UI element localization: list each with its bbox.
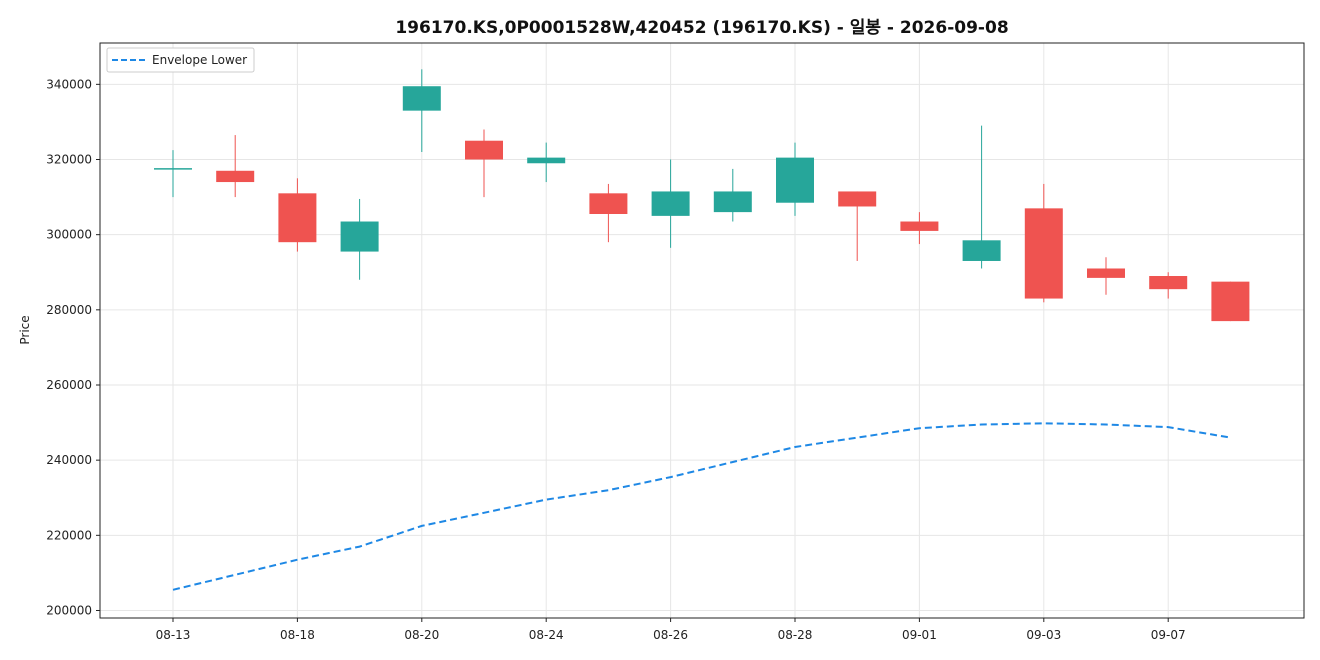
x-tick-label: 09-01	[902, 628, 937, 642]
candle	[838, 191, 877, 261]
candle-body	[1211, 281, 1250, 322]
candle	[1087, 257, 1125, 295]
candle-body	[1024, 208, 1063, 299]
chart-title: 196170.KS,0P0001528W,420452 (196170.KS) …	[395, 18, 1008, 38]
y-tick-label: 300000	[46, 228, 92, 242]
candle-body	[589, 193, 628, 214]
candle	[216, 135, 255, 198]
candle-body	[838, 191, 877, 207]
candle	[1024, 183, 1063, 303]
candles	[154, 69, 1250, 322]
candle	[1211, 281, 1250, 322]
candle	[713, 168, 752, 222]
candle-body	[402, 86, 441, 111]
candle	[340, 198, 379, 280]
candle-body	[527, 157, 566, 164]
y-axis-label: Price	[18, 315, 32, 344]
y-tick-label: 220000	[46, 528, 92, 542]
candle-body	[776, 157, 814, 203]
legend-label-envelope-lower: Envelope Lower	[152, 53, 247, 67]
candle-body	[651, 191, 690, 216]
candle	[776, 142, 814, 216]
candle	[402, 69, 441, 152]
candle	[1149, 272, 1188, 299]
y-tick-label: 260000	[46, 378, 92, 392]
candle	[962, 125, 1001, 269]
candle	[278, 178, 317, 252]
y-axis-ticks: 200000 220000 240000 260000 280000 300000 3200…	[46, 77, 100, 617]
legend-box	[106, 47, 255, 73]
candle-body	[216, 170, 255, 183]
candle-body	[900, 221, 939, 231]
x-tick-label: 08-20	[404, 628, 439, 642]
x-tick-label: 08-18	[280, 628, 315, 642]
series-line-envelope-lower	[172, 422, 1231, 591]
x-tick-label: 09-07	[1151, 628, 1186, 642]
y-tick-label: 240000	[46, 453, 92, 467]
candle	[527, 142, 566, 183]
plot-area-frame	[99, 42, 1305, 619]
candle	[651, 159, 690, 248]
candle-body	[1149, 276, 1188, 290]
candle	[465, 129, 503, 198]
x-tick-label: 08-24	[529, 628, 564, 642]
grid	[100, 43, 1304, 618]
x-axis-ticks: 08-13 08-18 08-20 08-24 08-26 08-28 09-01 09-03…	[156, 618, 1186, 642]
x-tick-label: 08-13	[156, 628, 191, 642]
x-tick-label: 09-03	[1026, 628, 1061, 642]
candle-body	[713, 191, 752, 213]
candle-body	[962, 240, 1001, 261]
x-tick-label: 08-26	[653, 628, 688, 642]
candle-body	[1087, 268, 1125, 278]
candle	[589, 183, 628, 243]
candle-body	[465, 140, 503, 160]
y-tick-label: 280000	[46, 303, 92, 317]
candle	[900, 212, 939, 245]
candle-body	[340, 221, 379, 252]
y-tick-label: 200000	[46, 603, 92, 617]
y-tick-label: 320000	[46, 153, 92, 167]
x-tick-label: 08-28	[778, 628, 813, 642]
envelope-series	[172, 422, 1231, 591]
legend: Envelope Lower	[106, 47, 255, 73]
candle-body	[278, 193, 317, 243]
y-tick-label: 340000	[46, 77, 92, 91]
candle	[154, 150, 192, 198]
